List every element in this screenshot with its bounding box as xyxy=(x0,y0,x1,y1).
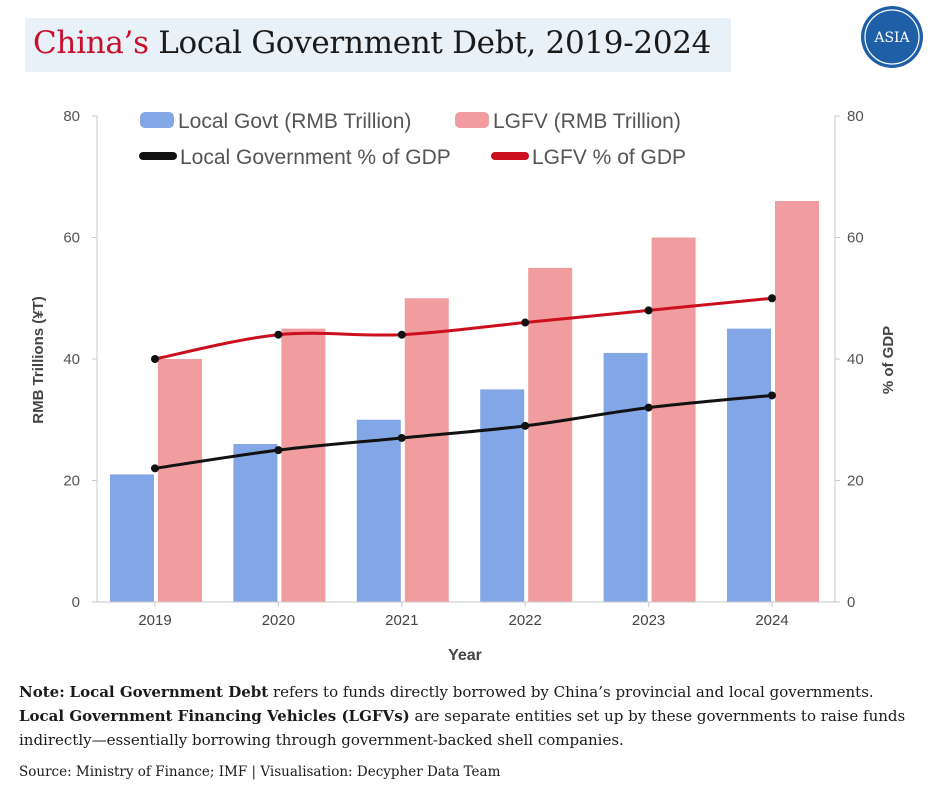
x-tick-label: 2023 xyxy=(632,612,665,629)
local-govt-bar xyxy=(727,328,771,602)
y-tick-label: 40 xyxy=(63,351,80,368)
local-govt-bar xyxy=(356,419,401,602)
x-tick-label: 2024 xyxy=(755,612,788,629)
lgfv-bar xyxy=(651,237,696,602)
legend-label: Local Govt (RMB Trillion) xyxy=(178,110,411,133)
legend-swatch xyxy=(140,112,174,128)
local-govt-pct-point xyxy=(151,464,159,473)
local-govt-pct-point xyxy=(274,446,283,455)
lgfv-bar xyxy=(404,298,449,602)
logo-text: ASIA xyxy=(873,30,910,46)
x-axis-title: Year xyxy=(448,647,482,664)
legend-label: Local Government % of GDP xyxy=(180,146,451,169)
lgfv-pct-point xyxy=(768,294,776,303)
legend-label: LGFV (RMB Trillion) xyxy=(493,110,681,133)
y2-tick-label: 40 xyxy=(847,351,864,368)
legend-swatch xyxy=(455,112,489,128)
lgfv-bar xyxy=(158,359,202,602)
note-term-lgfv: Local Government Financing Vehicles (LGF… xyxy=(19,707,410,725)
local-govt-bar xyxy=(603,352,648,602)
x-tick-label: 2021 xyxy=(385,612,418,629)
asia-logo-icon: ASIA xyxy=(861,6,923,68)
note-text-1: refers to funds directly borrowed by Chi… xyxy=(268,683,874,701)
title-rest: Local Government Debt, 2019-2024 xyxy=(148,25,712,61)
x-tick-label: 2022 xyxy=(509,612,542,629)
y-tick-label: 0 xyxy=(72,594,80,611)
note-term-local-debt: Local Government Debt xyxy=(69,683,269,701)
note-label: Note: xyxy=(19,683,65,701)
y2-tick-label: 20 xyxy=(847,473,864,490)
y2-axis-title: % of GDP xyxy=(880,326,897,394)
local-govt-pct-line xyxy=(154,393,773,470)
legend-label: LGFV % of GDP xyxy=(532,146,686,169)
y-tick-label: 20 xyxy=(63,473,80,490)
local-govt-pct-point xyxy=(397,433,406,442)
debt-chart: 0 20 40 60 80 0 20 40 60 80 2019 2020 2021 2022 2023 20… xyxy=(30,108,897,664)
local-govt-pct-point xyxy=(521,421,530,430)
note: Note: Local Government Debt refers to fu… xyxy=(19,680,919,752)
local-govt-pct-point xyxy=(768,391,776,400)
y2-tick-label: 60 xyxy=(847,230,864,247)
lgfv-pct-point xyxy=(274,330,283,339)
y-tick-label: 80 xyxy=(63,108,80,125)
lgfv-pct-point xyxy=(644,306,653,315)
title-accent: China’s xyxy=(33,25,149,61)
lgfv-bar xyxy=(775,201,819,603)
title-banner: China’s Local Government Debt, 2019-2024 xyxy=(25,18,731,72)
local-govt-bar xyxy=(480,389,525,602)
y2-tick-label: 0 xyxy=(847,594,855,611)
y2-tick-label: 80 xyxy=(847,108,864,125)
lgfv-pct-point xyxy=(397,330,406,339)
x-tick-label: 2019 xyxy=(138,612,171,629)
local-govt-bar xyxy=(110,474,154,602)
note-text-2: are separate entities set up by these go… xyxy=(19,707,906,749)
lgfv-pct-point xyxy=(521,318,530,327)
lgfv-pct-line xyxy=(154,296,773,361)
y-axis-title: RMB Trillions (¥T) xyxy=(30,296,47,424)
lgfv-bar xyxy=(528,267,573,602)
local-govt-pct-point xyxy=(644,403,653,412)
source-credit: Source: Ministry of Finance; IMF | Visua… xyxy=(19,764,501,780)
lgfv-bar xyxy=(281,328,326,602)
chart-title: China’s Local Government Debt, 2019-2024 xyxy=(33,25,711,61)
x-tick-label: 2020 xyxy=(262,612,295,629)
y-tick-label: 60 xyxy=(63,230,80,247)
lgfv-pct-point xyxy=(151,355,159,363)
local-govt-bar xyxy=(233,444,278,602)
